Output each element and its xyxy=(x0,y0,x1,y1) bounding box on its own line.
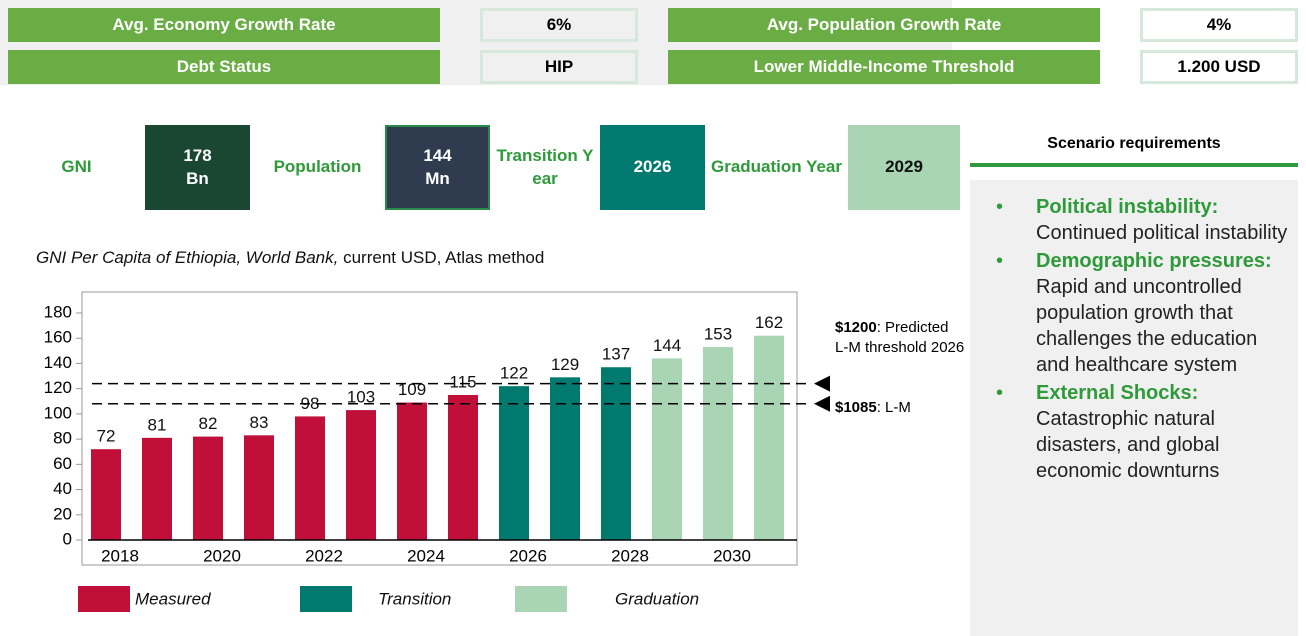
legend-label: Measured xyxy=(135,589,211,608)
bar xyxy=(448,394,478,540)
data-label: 162 xyxy=(755,313,783,332)
metric-value: HIP xyxy=(480,50,638,84)
x-tick-label: 2028 xyxy=(611,546,649,565)
metric-value: 4% xyxy=(1140,8,1298,42)
data-label: 103 xyxy=(347,388,375,407)
scenario-item: • External Shocks: Catastrophic natural d… xyxy=(996,380,1288,484)
y-tick-label: 80 xyxy=(53,429,72,448)
annotation-bold: $1200 xyxy=(835,319,877,336)
bar xyxy=(703,347,733,540)
legend-label: Graduation xyxy=(615,589,699,608)
annotation-text: : L-M xyxy=(876,399,911,416)
metric-label: Avg. Population Growth Rate xyxy=(668,8,1100,42)
bar xyxy=(652,358,682,540)
data-label: 137 xyxy=(602,345,630,364)
scenario-title: Scenario requirements xyxy=(970,125,1298,167)
legend-swatch xyxy=(515,586,567,612)
bar xyxy=(397,402,427,540)
reference-annotation: $1200: Predicted L-M threshold 2026 xyxy=(835,318,965,357)
scenario-item: • Demographic pressures: Rapid and uncont… xyxy=(996,248,1288,378)
y-tick-label: 160 xyxy=(44,328,72,347)
x-tick-label: 2018 xyxy=(101,546,139,565)
subtitle-italic: GNI Per Capita of Ethiopia, World Bank, xyxy=(36,248,339,267)
legend-swatch xyxy=(300,586,352,612)
data-label: 129 xyxy=(551,355,579,374)
arrow xyxy=(814,375,830,392)
x-tick-label: 2020 xyxy=(203,546,241,565)
bar xyxy=(346,410,376,540)
data-label: 81 xyxy=(148,415,167,434)
scenario-term: Demographic pressures: xyxy=(1036,250,1272,272)
stat-label: Transition Year xyxy=(496,145,594,188)
data-label: 83 xyxy=(250,413,269,432)
reference-annotation: $1085: L-M xyxy=(835,398,965,418)
x-tick-label: 2030 xyxy=(713,546,751,565)
bar xyxy=(601,367,631,540)
data-label: 122 xyxy=(500,364,528,383)
scenario-panel: • Political instability: Continued politi… xyxy=(970,180,1298,636)
bullet: • xyxy=(996,250,1004,272)
stat-value: 178 Bn xyxy=(145,125,250,210)
y-tick-label: 20 xyxy=(53,504,72,523)
metric-label: Debt Status xyxy=(8,50,440,84)
y-tick-label: 40 xyxy=(53,479,72,498)
bar xyxy=(550,377,580,540)
data-label: 153 xyxy=(704,325,732,344)
scenario-term: Political instability: xyxy=(1036,196,1219,218)
bar xyxy=(91,449,121,540)
x-tick-label: 2024 xyxy=(407,546,445,565)
y-tick-label: 60 xyxy=(53,454,72,473)
data-label: 144 xyxy=(653,336,681,355)
y-tick-label: 140 xyxy=(44,353,72,372)
legend-swatch xyxy=(78,586,130,612)
stat-label: Graduation Year xyxy=(710,157,842,177)
metric-value: 6% xyxy=(480,8,638,42)
bar xyxy=(295,416,325,540)
y-tick-label: 0 xyxy=(63,529,72,548)
stat-label: Population xyxy=(273,157,362,177)
metric-label: Avg. Economy Growth Rate xyxy=(8,8,440,42)
chart-subtitle: GNI Per Capita of Ethiopia, World Bank, … xyxy=(36,248,544,268)
x-tick-label: 2026 xyxy=(509,546,547,565)
stat-value: 144 Mn xyxy=(385,125,490,210)
subtitle-text: current USD, Atlas method xyxy=(343,248,545,267)
scenario-text: Rapid and uncontrolled population growth… xyxy=(1036,276,1258,376)
plot-frame xyxy=(81,291,798,566)
bullet: • xyxy=(996,196,1004,218)
scenario-text: Continued political instability xyxy=(1036,222,1288,244)
data-label: 72 xyxy=(97,427,116,446)
stat-label: GNI xyxy=(61,157,92,177)
y-tick-label: 100 xyxy=(44,403,72,422)
legend-label: Transition xyxy=(378,589,451,608)
scenario-text: Catastrophic natural disasters, and glob… xyxy=(1036,408,1220,482)
annotation-text: : Predicted L-M threshold 2026 xyxy=(835,319,965,356)
annotation-bold: $1085 xyxy=(835,399,877,416)
stat-value: 2029 xyxy=(848,125,960,210)
bar xyxy=(754,335,784,540)
bullet: • xyxy=(996,382,1004,404)
data-label: 109 xyxy=(398,380,426,399)
metric-value: 1.200 USD xyxy=(1140,50,1298,84)
data-label: 115 xyxy=(449,372,476,391)
scenario-item: • Political instability: Continued politi… xyxy=(996,194,1288,246)
y-tick-label: 120 xyxy=(44,378,72,397)
x-tick-label: 2022 xyxy=(305,546,343,565)
bar xyxy=(244,435,274,540)
metric-label: Lower Middle-Income Threshold xyxy=(668,50,1100,84)
bar xyxy=(142,437,172,540)
bar xyxy=(499,386,529,540)
stat-value: 2026 xyxy=(600,125,705,210)
bar xyxy=(193,436,223,540)
y-tick-label: 180 xyxy=(44,302,72,321)
scenario-term: External Shocks: xyxy=(1036,382,1199,404)
data-label: 82 xyxy=(199,414,218,433)
arrow xyxy=(814,395,830,412)
